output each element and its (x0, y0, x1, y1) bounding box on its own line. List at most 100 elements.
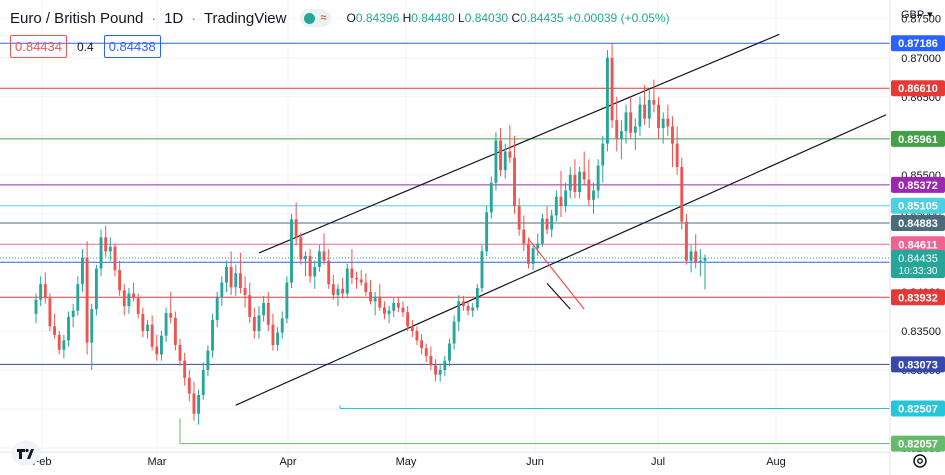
candle[interactable] (108, 237, 112, 261)
candle[interactable] (155, 334, 159, 361)
candle[interactable] (183, 352, 187, 386)
candle[interactable] (689, 245, 693, 273)
candle[interactable] (331, 274, 335, 300)
candle[interactable] (276, 327, 280, 351)
candle[interactable] (159, 330, 163, 361)
candle[interactable] (225, 260, 228, 292)
candle[interactable] (187, 370, 191, 402)
candle[interactable] (178, 338, 182, 367)
candle[interactable] (545, 206, 549, 235)
candle[interactable] (494, 131, 498, 191)
candle[interactable] (675, 126, 679, 175)
candle[interactable] (359, 270, 363, 286)
candle[interactable] (410, 320, 414, 338)
candle[interactable] (304, 251, 307, 277)
candle[interactable] (698, 249, 702, 277)
candle[interactable] (582, 151, 586, 185)
candle[interactable] (475, 284, 479, 311)
candle[interactable] (420, 334, 424, 355)
candle[interactable] (336, 284, 340, 307)
candle[interactable] (285, 276, 289, 324)
candle[interactable] (262, 295, 266, 322)
candle[interactable] (248, 282, 252, 324)
candle[interactable] (252, 307, 256, 339)
market-status-pill[interactable]: ≈ (300, 9, 331, 27)
time-axis[interactable]: Feb Mar Apr May Jun Jul Aug (33, 456, 786, 468)
sell-button[interactable]: 0.84434 (10, 35, 67, 58)
candle[interactable] (43, 272, 47, 304)
candle[interactable] (471, 302, 475, 317)
candle[interactable] (164, 307, 168, 342)
candle[interactable] (132, 282, 136, 302)
candle[interactable] (341, 277, 345, 299)
candle[interactable] (652, 79, 656, 113)
candle[interactable] (197, 389, 201, 425)
candle[interactable] (373, 291, 377, 316)
candle[interactable] (461, 295, 465, 311)
candle[interactable] (317, 245, 321, 272)
candle[interactable] (229, 251, 233, 296)
candle[interactable] (257, 306, 261, 339)
candle[interactable] (415, 326, 419, 346)
candle[interactable] (169, 291, 173, 324)
candle[interactable] (647, 88, 651, 129)
candle[interactable] (76, 276, 80, 316)
candle[interactable] (67, 311, 70, 347)
candle[interactable] (434, 359, 437, 381)
candle[interactable] (220, 276, 224, 307)
candle[interactable] (387, 306, 391, 324)
currency-selector[interactable]: GBP ▾ (901, 9, 933, 21)
candle[interactable] (136, 293, 140, 319)
candle[interactable] (499, 128, 503, 177)
candle[interactable] (322, 233, 326, 265)
candle[interactable] (680, 157, 684, 230)
candle[interactable] (48, 293, 52, 331)
candle[interactable] (527, 237, 530, 269)
candle[interactable] (85, 241, 89, 355)
candle[interactable] (294, 202, 298, 246)
candle[interactable] (624, 104, 628, 144)
candle[interactable] (522, 215, 526, 252)
candle[interactable] (271, 313, 275, 351)
candle[interactable] (234, 264, 238, 296)
candle[interactable] (564, 182, 568, 213)
candle[interactable] (438, 363, 442, 382)
candle[interactable] (266, 291, 270, 331)
candle[interactable] (457, 295, 461, 331)
candle[interactable] (605, 49, 609, 152)
candle[interactable] (192, 381, 196, 421)
candle[interactable] (53, 313, 57, 339)
candle[interactable] (661, 112, 665, 144)
candle[interactable] (34, 293, 38, 324)
candle[interactable] (554, 190, 558, 222)
candle[interactable] (513, 135, 516, 214)
candle[interactable] (350, 249, 354, 285)
interval[interactable]: 1D (164, 9, 184, 27)
candle[interactable] (536, 233, 540, 257)
candle[interactable] (62, 334, 66, 359)
candle[interactable] (573, 159, 577, 199)
candle[interactable] (443, 355, 447, 377)
candle[interactable] (643, 85, 647, 125)
trendline-falling-flag-lower[interactable] (546, 282, 571, 310)
candle[interactable] (290, 213, 293, 289)
candle[interactable] (694, 234, 698, 269)
trendline-rising-wedge-lower[interactable] (235, 114, 887, 406)
candle[interactable] (378, 284, 382, 311)
candle[interactable] (485, 206, 489, 257)
candle[interactable] (578, 167, 582, 199)
candle[interactable] (629, 96, 633, 139)
candle[interactable] (118, 260, 122, 296)
candle[interactable] (592, 182, 595, 214)
candle[interactable] (671, 116, 674, 168)
candle[interactable] (568, 167, 572, 199)
candle[interactable] (127, 288, 131, 314)
candle[interactable] (206, 345, 210, 377)
candle[interactable] (39, 276, 43, 307)
candle[interactable] (666, 104, 670, 136)
candle[interactable] (308, 249, 312, 283)
candle[interactable] (429, 346, 433, 371)
candle[interactable] (452, 315, 456, 350)
candle[interactable] (657, 96, 660, 139)
candle[interactable] (243, 276, 247, 308)
